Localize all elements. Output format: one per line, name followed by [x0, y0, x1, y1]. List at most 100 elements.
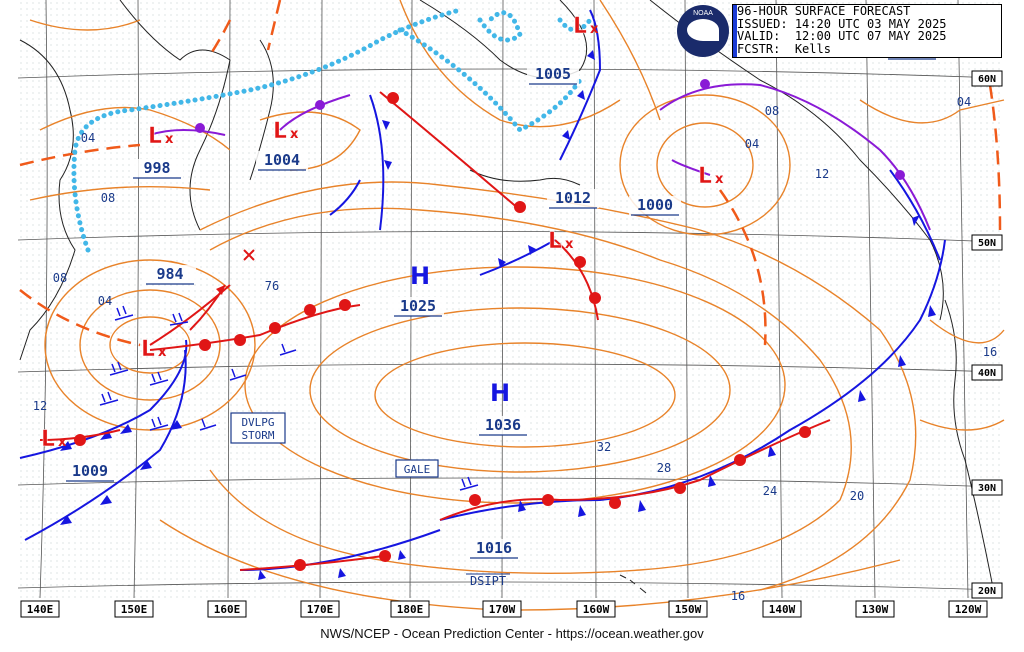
pressure-value-label: 1004 — [264, 151, 300, 169]
longitude-label: 160E — [214, 603, 241, 616]
isobar-value-label: 16 — [983, 345, 997, 359]
longitude-label-box — [114, 600, 154, 618]
longitude-label: 170E — [307, 603, 334, 616]
low-center-marker: x — [165, 132, 174, 147]
forecast-info-box: NOAA 96-HOUR SURFACE FORECAST ISSUED: 14… — [677, 4, 1002, 58]
cold-front-barbs — [60, 50, 936, 580]
issued-row: ISSUED: 14:20 UTC 03 MAY 2025 — [733, 16, 1001, 31]
valid-value: 12:00 UTC 07 MAY 2025 — [794, 29, 947, 43]
low-pressure-symbol: L — [698, 164, 712, 189]
occluded-front-symbols — [195, 79, 905, 180]
latitude-label: 40N — [978, 368, 996, 379]
aleutian-islands — [469, 169, 581, 186]
longitude-label-box — [855, 600, 895, 618]
pressure-label-bg — [547, 189, 599, 208]
pressure-value-label: 998 — [143, 159, 170, 177]
valid-label: VALID: — [737, 29, 781, 43]
wind-barbs — [99, 305, 479, 491]
longitude-label-box — [668, 600, 708, 618]
low-pressure-symbol: L — [273, 119, 287, 144]
low-center-marker: x — [565, 237, 574, 252]
longitude-label: 140E — [27, 603, 54, 616]
coastlines — [19, 0, 996, 599]
dotted-background — [18, 0, 1004, 598]
longitude-label-box — [390, 600, 430, 618]
noaa-logo-text: NOAA — [693, 10, 713, 17]
latitude-label-box — [971, 70, 1003, 87]
isobar-value-label: 28 — [657, 461, 671, 475]
pressure-value-label: 1025 — [400, 297, 436, 315]
low-pressure-symbol: L — [141, 337, 155, 362]
pressure-value-label: 1036 — [485, 416, 521, 434]
low-center-marker: x — [58, 435, 67, 450]
pressure-value-label: 1005 — [535, 65, 571, 83]
storm-warning-box — [230, 412, 286, 444]
low-pressure-symbol: L — [148, 124, 162, 149]
issued-label: ISSUED: — [737, 16, 788, 31]
asia-coast — [19, 39, 76, 361]
latitude-label: 30N — [978, 483, 996, 494]
high-pressure-symbol: H — [410, 262, 430, 290]
longitude-label-box — [20, 600, 60, 618]
longitude-label: 140W — [769, 603, 796, 616]
longitude-label-box — [482, 600, 522, 618]
longitude-label: 180E — [397, 603, 424, 616]
isobars — [29, 0, 1005, 611]
isobar-value-label: 32 — [597, 440, 611, 454]
pressure-value-label: 1012 — [555, 189, 591, 207]
hawaii-islands — [619, 574, 647, 594]
isobar-value-label: 08 — [101, 191, 115, 205]
pressure-label-bg — [392, 297, 444, 316]
pressure-label-bg — [629, 196, 681, 215]
longitude-label: 120W — [955, 603, 982, 616]
pressure-label-bg — [131, 159, 183, 178]
high-pressure-symbol: H — [490, 379, 510, 407]
pressure-value-label: 1009 — [72, 462, 108, 480]
low-pressure-symbol: L — [41, 427, 55, 452]
low-center-marker: x — [290, 127, 299, 142]
isobar-value-label: 04 — [81, 131, 95, 145]
latitude-label: 60N — [978, 74, 996, 85]
kuril-coast — [249, 39, 274, 181]
isobar-value-label: 08 — [765, 104, 779, 118]
valid-row: VALID: 12:00 UTC 07 MAY 2025 — [733, 30, 1001, 43]
pressure-value-label: 1016 — [476, 539, 512, 557]
warm-front-bumps — [74, 92, 811, 571]
longitude-label-box — [300, 600, 340, 618]
latitude-label-box — [971, 582, 1003, 599]
forecaster-label: FCSTR: — [737, 41, 781, 56]
isobar-value-label: 76 — [265, 279, 279, 293]
noaa-logo: NOAA — [677, 5, 729, 57]
latitude-label: 20N — [978, 586, 996, 597]
pressure-label-bg — [468, 539, 520, 558]
pressure-label-bg — [527, 65, 579, 84]
pressure-label-bg — [144, 265, 196, 284]
low-pressure-symbol: L — [573, 14, 587, 39]
isobar-value-label: 16 — [731, 589, 745, 603]
pressure-label-bg — [64, 462, 116, 481]
isobar-value-label: 04 — [957, 95, 971, 109]
longitude-label-box — [576, 600, 616, 618]
longitude-label: 150E — [121, 603, 148, 616]
forecaster-value: Kells — [794, 41, 831, 56]
noaa-bird-icon — [687, 19, 719, 41]
low-center-marker: x — [715, 172, 724, 187]
info-box-accent-bar — [733, 5, 737, 57]
storm-movement-arrowhead — [216, 285, 225, 295]
pressure-value-label: 1000 — [637, 196, 673, 214]
issued-value: 14:20 UTC 03 MAY 2025 — [794, 16, 947, 31]
longitude-label: 150W — [675, 603, 702, 616]
low-pressure-symbol: L — [548, 229, 562, 254]
footer-credit: NWS/NCEP - Ocean Prediction Center - htt… — [320, 626, 704, 641]
latitude-label-box — [971, 479, 1003, 496]
pressure-label-bg — [477, 416, 529, 435]
longitude-label-box — [762, 600, 802, 618]
low-center-marker: x — [590, 22, 599, 37]
isobar-value-label: 08 — [53, 271, 67, 285]
gale-warning-label: GALE — [404, 463, 431, 476]
forecaster-row: FCSTR: Kells — [733, 41, 1001, 56]
isobar-value-label: 12 — [33, 399, 47, 413]
gale-warning-box — [395, 459, 439, 478]
longitude-label: 160W — [583, 603, 610, 616]
